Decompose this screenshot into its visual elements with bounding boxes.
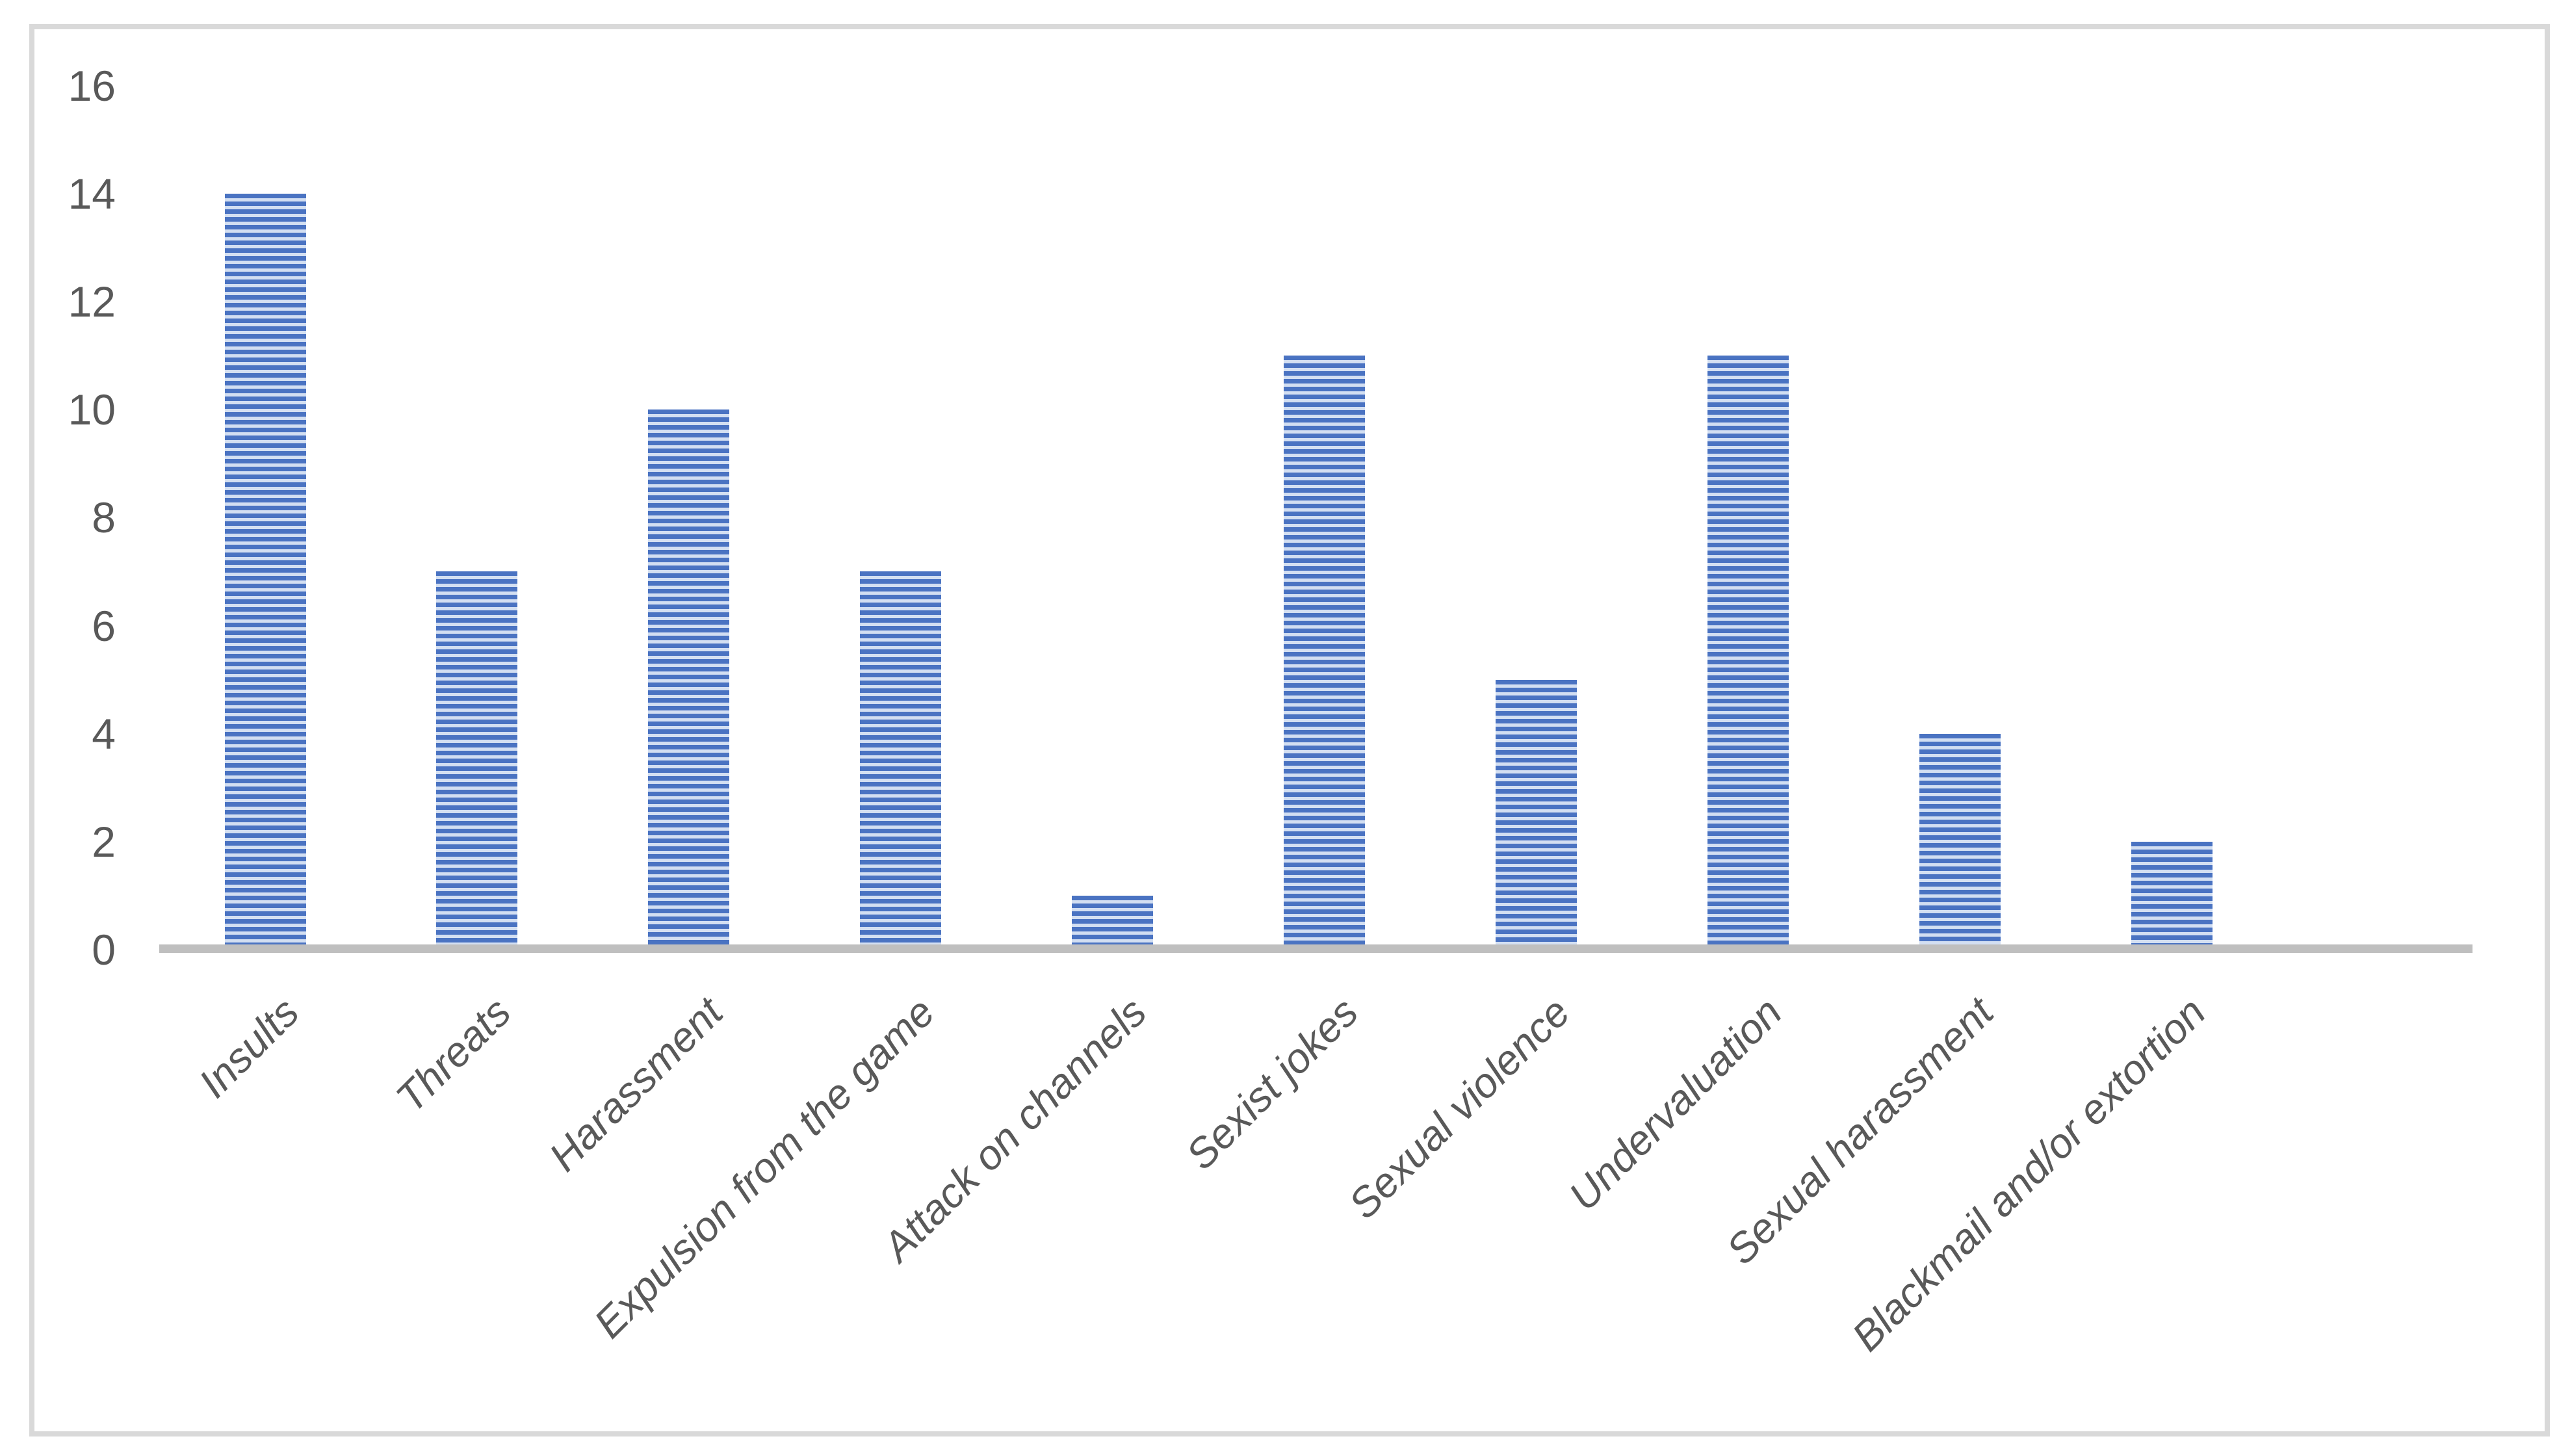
y-tick-label-14: 14 [68, 169, 116, 218]
y-tick-label-12: 12 [68, 278, 116, 326]
y-tick-label-6: 6 [92, 601, 116, 650]
x-axis-line [159, 944, 2473, 953]
y-tick-label-4: 4 [92, 709, 116, 758]
y-tick-label-2: 2 [92, 817, 116, 866]
bar-sexist-jokes [1284, 356, 1365, 950]
y-tick-label-10: 10 [68, 385, 116, 434]
bar-undervaluation [1707, 356, 1789, 950]
bar-attack-on-channels [1072, 895, 1154, 950]
bar-harassment [648, 410, 730, 950]
y-tick-label-16: 16 [68, 61, 116, 110]
bar-threats [436, 571, 518, 950]
y-tick-label-0: 0 [92, 926, 116, 974]
bar-expulsion-from-the-game [860, 571, 942, 950]
bar-sexual-harassment [1919, 733, 2001, 950]
y-tick-label-8: 8 [92, 493, 116, 542]
bar-insults [224, 193, 306, 950]
bar-sexual-violence [1495, 679, 1577, 950]
bar-blackmail-and-or-extortion [2131, 841, 2213, 950]
